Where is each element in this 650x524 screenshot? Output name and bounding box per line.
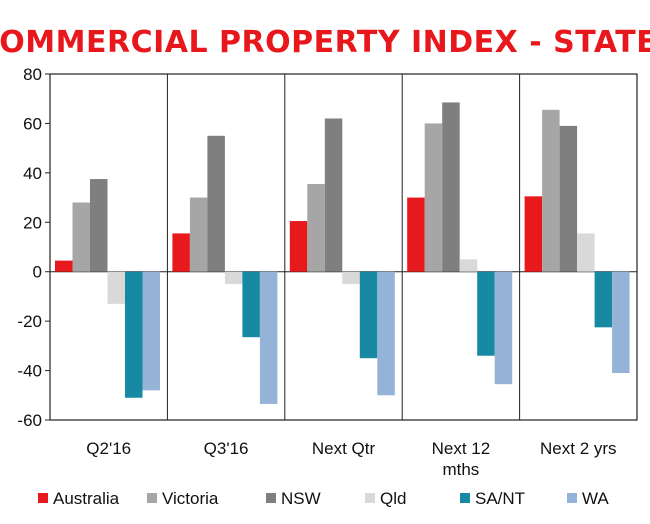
bar-qld xyxy=(224,271,243,285)
bar-wa xyxy=(142,271,160,391)
category-label: mths xyxy=(442,460,479,479)
bar-nsw xyxy=(324,118,343,272)
y-tick-label: -40 xyxy=(17,362,42,381)
bar-qld xyxy=(107,271,125,304)
bar-wa xyxy=(612,271,630,374)
bar-nsw xyxy=(559,125,578,272)
bar-victoria xyxy=(72,202,90,272)
legend-label: SA/NT xyxy=(475,489,525,508)
bar-nsw xyxy=(442,102,460,272)
y-tick-label: -60 xyxy=(17,411,42,430)
bar-australia xyxy=(172,233,190,272)
legend: Australia Victoria NSW Qld SA/NT WA xyxy=(38,489,609,508)
y-tick-label: -20 xyxy=(17,312,42,331)
bar-victoria xyxy=(307,183,325,272)
bar-victoria xyxy=(189,197,208,272)
bar-sa-nt xyxy=(242,271,260,338)
legend-label: Victoria xyxy=(162,489,219,508)
legend-label: Australia xyxy=(53,489,120,508)
bar-sa-nt xyxy=(359,271,378,359)
plot-area: 80 60 40 20 0 -20 -40 -60 Q2'16 Q3'16 Next Qtr Next… xyxy=(17,65,638,479)
category-label: Next 12 xyxy=(432,439,491,458)
category-label: Q2'16 xyxy=(86,439,131,458)
bar-qld xyxy=(577,233,595,272)
legend-swatch xyxy=(365,493,375,503)
legend-swatch xyxy=(38,493,48,503)
chart-title: COMMERCIAL PROPERTY INDEX - STATE xyxy=(0,25,650,60)
legend-label: Qld xyxy=(380,489,406,508)
bar-wa xyxy=(494,271,513,385)
legend-label: NSW xyxy=(281,489,321,508)
bar-sa-nt xyxy=(125,271,143,398)
y-tick-label: 0 xyxy=(33,263,42,282)
bar-wa xyxy=(377,271,395,396)
bar-victoria xyxy=(424,123,443,272)
bar-sa-nt xyxy=(477,271,495,356)
bar-qld xyxy=(342,271,360,285)
bar-qld xyxy=(459,259,478,272)
y-tick-label: 40 xyxy=(23,164,42,183)
bar-nsw xyxy=(207,135,225,272)
bar-victoria xyxy=(542,109,560,272)
legend-swatch xyxy=(567,493,577,503)
bar-nsw xyxy=(90,179,108,272)
bar-australia xyxy=(289,221,308,272)
bar-australia xyxy=(407,197,425,272)
y-tick-label: 20 xyxy=(23,213,42,232)
legend-swatch xyxy=(147,493,157,503)
y-tick-label: 60 xyxy=(23,114,42,133)
bar-sa-nt xyxy=(594,271,613,328)
category-label: Next 2 yrs xyxy=(540,439,617,458)
y-tick-label: 80 xyxy=(23,65,42,84)
bar-australia xyxy=(524,196,543,272)
bar-wa xyxy=(259,271,278,404)
legend-label: WA xyxy=(582,489,609,508)
plot-border xyxy=(49,73,638,421)
legend-swatch xyxy=(266,493,276,503)
category-label: Next Qtr xyxy=(312,439,376,458)
legend-swatch xyxy=(460,493,470,503)
category-label: Q3'16 xyxy=(204,439,249,458)
bar-australia xyxy=(55,260,73,272)
